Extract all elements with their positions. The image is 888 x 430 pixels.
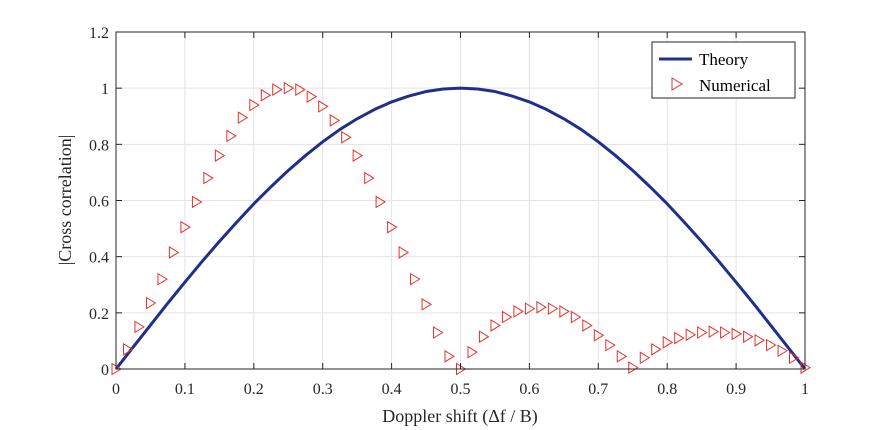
numerical-marker <box>616 349 628 363</box>
y-tick-label: 1 <box>101 81 109 98</box>
x-tick-label: 0.6 <box>519 381 539 398</box>
numerical-marker <box>226 129 237 143</box>
numerical-marker <box>295 83 306 96</box>
numerical-marker <box>628 361 639 374</box>
y-tick-label: 0 <box>101 362 109 379</box>
numerical-marker <box>559 305 570 318</box>
legend: Theory Numerical <box>651 41 796 99</box>
y-axis-label: |Cross correlation| <box>55 135 75 266</box>
numerical-marker <box>203 171 214 185</box>
x-tick-label: 1 <box>801 381 809 398</box>
y-tick-label: 0.6 <box>89 194 109 211</box>
numerical-marker <box>685 328 697 342</box>
numerical-marker <box>410 272 421 286</box>
x-tick-label: 0.1 <box>175 381 195 398</box>
numerical-marker <box>364 171 375 185</box>
x-tick-label: 0.5 <box>451 381 471 398</box>
numerical-marker <box>467 345 478 359</box>
series-line-theory <box>114 86 807 370</box>
numerical-marker <box>754 333 766 347</box>
numerical-marker <box>501 310 513 324</box>
x-axis-label: Doppler shift (Δf / B) <box>382 406 538 427</box>
x-tick-label: 0.7 <box>588 381 608 398</box>
x-tick-label: 0 <box>112 381 120 398</box>
x-tick-label: 0.8 <box>657 381 677 398</box>
numerical-marker <box>329 114 341 127</box>
numerical-marker <box>318 100 329 113</box>
series-layer <box>111 81 811 376</box>
x-tick-label: 0.3 <box>313 381 333 398</box>
numerical-marker <box>272 83 283 96</box>
numerical-marker <box>547 302 559 316</box>
numerical-marker <box>524 302 536 316</box>
x-tick-label: 0.2 <box>244 381 264 398</box>
numerical-marker <box>421 298 433 311</box>
numerical-marker <box>260 88 272 102</box>
numerical-marker <box>570 310 582 324</box>
numerical-marker <box>662 335 674 349</box>
numerical-marker <box>145 296 157 310</box>
numerical-marker <box>478 330 490 344</box>
y-tick-label: 0.2 <box>89 306 109 323</box>
legend-theory-label: Theory <box>699 50 749 69</box>
numerical-marker <box>157 272 168 286</box>
legend-numerical-marker <box>671 77 683 91</box>
numerical-marker <box>123 342 134 356</box>
numerical-marker <box>341 130 352 144</box>
numerical-marker <box>743 330 754 344</box>
numerical-marker <box>191 195 203 209</box>
numerical-marker <box>375 195 387 209</box>
numerical-marker <box>168 246 180 259</box>
y-tick-label: 0.8 <box>89 137 109 154</box>
ticks <box>115 31 806 370</box>
numerical-marker <box>490 319 501 332</box>
x-tick-label: 0.4 <box>382 381 402 398</box>
numerical-marker <box>788 351 800 365</box>
numerical-marker <box>674 331 685 345</box>
numerical-marker <box>639 351 651 365</box>
numerical-marker <box>180 220 191 234</box>
numerical-marker <box>593 328 605 342</box>
y-tick-label: 0.4 <box>89 250 109 267</box>
numerical-marker <box>766 338 777 352</box>
y-tick-label: 1.2 <box>89 25 109 42</box>
numerical-marker <box>283 81 295 95</box>
numerical-marker <box>387 220 398 234</box>
numerical-marker <box>536 300 547 314</box>
tick-labels: 0 0.1 0.2 0.3 0.4 0.5 0.6 0.7 0.8 0.9 1 0 0.2 0.4 0.6 0… <box>89 25 809 398</box>
numerical-marker <box>398 246 410 259</box>
numerical-marker <box>720 326 731 339</box>
numerical-marker <box>697 326 708 339</box>
numerical-marker <box>513 305 524 318</box>
x-tick-label: 0.9 <box>726 381 746 398</box>
numerical-marker <box>352 149 364 162</box>
numerical-marker <box>731 327 743 341</box>
numerical-marker <box>249 98 260 112</box>
numerical-marker <box>433 326 444 339</box>
legend-box <box>651 41 796 99</box>
numerical-marker <box>582 319 593 332</box>
numerical-marker <box>708 325 720 339</box>
numerical-marker <box>444 349 455 363</box>
legend-numerical-label: Numerical <box>699 76 771 95</box>
numerical-marker <box>237 111 249 125</box>
numerical-marker <box>134 320 145 334</box>
numerical-marker <box>214 149 226 162</box>
numerical-marker <box>605 338 616 352</box>
numerical-marker <box>777 344 789 358</box>
numerical-marker <box>651 342 662 356</box>
numerical-marker <box>306 90 318 103</box>
